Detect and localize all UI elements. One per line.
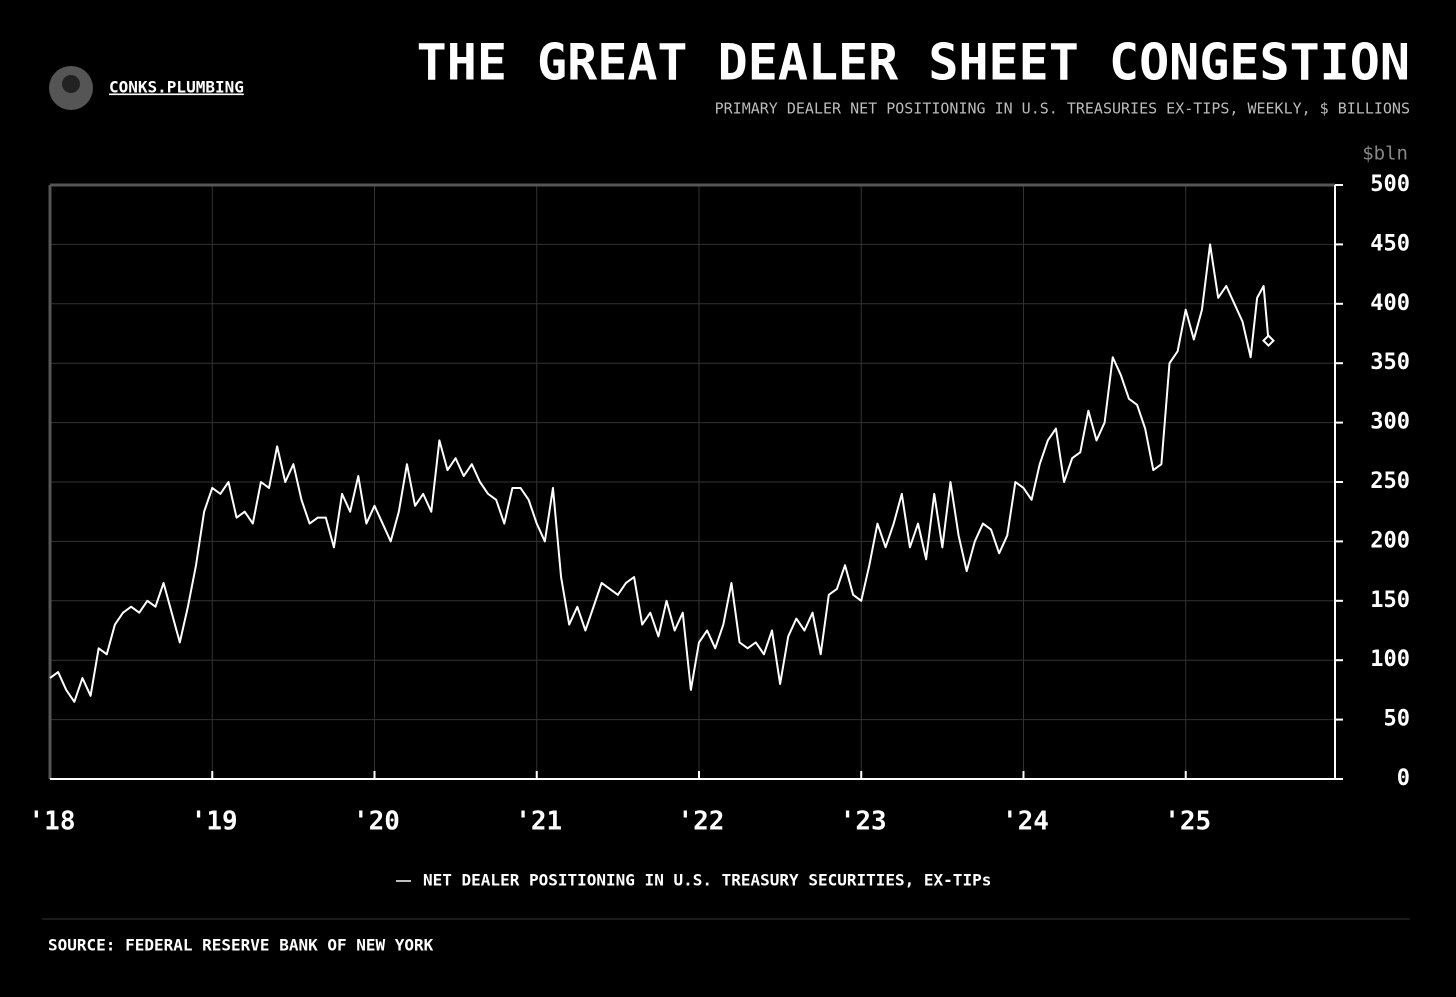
brand: CONKS.PLUMBING [109, 78, 244, 97]
x-tick-label: '18 [29, 807, 76, 837]
end-marker [1262, 334, 1275, 348]
y-tick-label: 100 [1370, 647, 1410, 672]
x-tick-label: '25 [1164, 807, 1211, 837]
series-line [49, 243, 1270, 703]
x-tick-label: '20 [353, 807, 400, 837]
x-tick-label: '19 [191, 807, 238, 837]
y-tick-label: 400 [1370, 291, 1410, 316]
x-tick-label: '24 [1002, 807, 1049, 837]
y-axis-label: $bln [1362, 143, 1408, 165]
y-tick-label: 300 [1370, 410, 1410, 435]
y-tick-label: 450 [1370, 231, 1410, 256]
x-tick-label: '23 [840, 807, 887, 837]
y-tick-label: 500 [1370, 172, 1410, 197]
chart-title: THE GREAT DEALER SHEET CONGESTION [417, 34, 1410, 92]
legend-label: NET DEALER POSITIONING IN U.S. TREASURY … [423, 871, 991, 890]
y-tick-label: 150 [1370, 588, 1410, 613]
y-tick-label: 350 [1370, 350, 1410, 375]
logo-face [62, 75, 80, 93]
y-tick-label: 250 [1370, 469, 1410, 494]
y-tick-label: 50 [1384, 707, 1411, 732]
y-tick-label: 200 [1370, 528, 1410, 553]
x-tick-label: '21 [515, 807, 562, 837]
chart-subtitle: PRIMARY DEALER NET POSITIONING IN U.S. T… [715, 100, 1410, 118]
y-tick-label: 0 [1397, 766, 1410, 791]
x-tick-label: '22 [678, 807, 725, 837]
source: SOURCE: FEDERAL RESERVE BANK OF NEW YORK [48, 936, 434, 955]
